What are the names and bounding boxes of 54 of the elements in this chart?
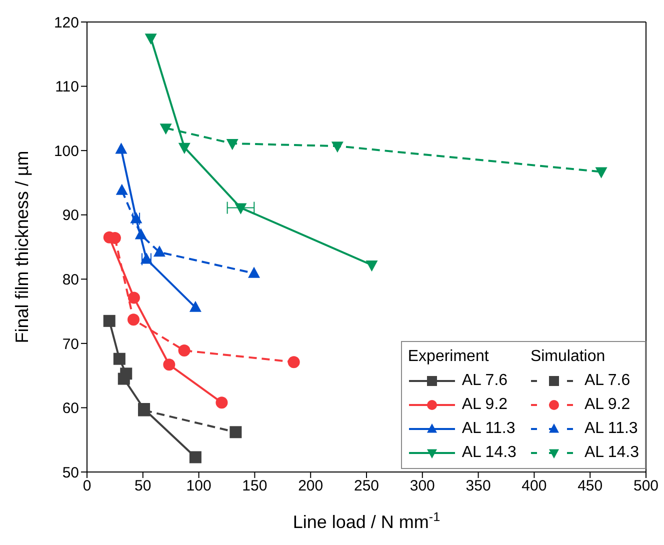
- x-tick-label: 450: [578, 478, 603, 495]
- x-tick-label: 400: [522, 478, 547, 495]
- y-tick-label: 100: [54, 142, 79, 160]
- x-tick-label: 250: [354, 478, 380, 495]
- legend-label: AL 11.3: [584, 419, 638, 439]
- x-tick-label: 50: [134, 478, 152, 495]
- point: [128, 292, 140, 304]
- legend-label: AL 11.3: [462, 419, 516, 439]
- point: [366, 260, 378, 272]
- point: [226, 139, 238, 150]
- point: [128, 314, 140, 326]
- point: [178, 344, 190, 356]
- y-tick-label: 60: [62, 400, 79, 418]
- x-tick-label: 350: [466, 478, 491, 495]
- point: [163, 358, 176, 371]
- point: [248, 266, 260, 278]
- legend-label: AL 7.6: [584, 371, 630, 391]
- point: [216, 396, 228, 409]
- point: [189, 300, 202, 312]
- x-tick-label: 150: [242, 478, 268, 495]
- y-tick-label: 50: [62, 464, 79, 482]
- legend-label: AL 14.3: [462, 443, 516, 463]
- x-tick-label: 300: [410, 478, 435, 495]
- point: [113, 352, 126, 365]
- point: [118, 372, 130, 385]
- x-tick-label: 100: [186, 478, 212, 495]
- legend-label: AL 7.6: [462, 371, 508, 391]
- legend-label: AL 9.2: [584, 395, 630, 415]
- y-tick-label: 110: [55, 78, 79, 96]
- y-axis-title: Final film thickness / µm: [12, 150, 32, 344]
- point: [331, 142, 344, 153]
- point: [134, 228, 147, 240]
- point: [595, 167, 608, 178]
- x-tick-label: 0: [82, 478, 92, 495]
- annotation: Simulation: [530, 347, 606, 367]
- x-tick-label: 500: [633, 478, 659, 495]
- x-tick-label: 200: [298, 478, 324, 495]
- y-tick-label: 70: [62, 336, 79, 353]
- point: [144, 34, 157, 45]
- point: [103, 314, 116, 327]
- point: [230, 426, 242, 438]
- point: [234, 203, 247, 214]
- y-tick-label: 80: [62, 271, 79, 288]
- x-axis-title: Line load / N mm$^{-1}$: [292, 510, 440, 532]
- y-tick-label: 120: [54, 14, 79, 32]
- annotation: Experiment: [408, 347, 490, 367]
- y-tick-label: 90: [62, 207, 79, 224]
- point: [160, 124, 172, 135]
- point: [153, 246, 166, 257]
- point: [178, 142, 190, 154]
- legend-label: AL 9.2: [462, 395, 508, 415]
- point: [288, 356, 300, 368]
- point: [189, 451, 202, 464]
- legend-label: AL 14.3: [584, 443, 639, 463]
